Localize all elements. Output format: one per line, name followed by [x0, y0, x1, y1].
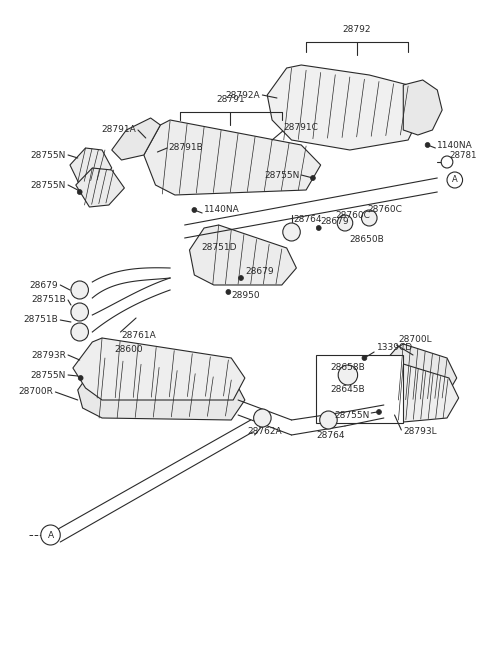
Text: 28793L: 28793L [403, 428, 437, 436]
Circle shape [71, 281, 88, 299]
Text: 28700R: 28700R [19, 388, 53, 396]
Circle shape [239, 276, 243, 280]
Polygon shape [78, 358, 245, 420]
Circle shape [71, 323, 88, 341]
Circle shape [362, 356, 367, 360]
Text: 28791C: 28791C [284, 124, 319, 132]
Text: 28791: 28791 [216, 96, 245, 105]
Text: 28679: 28679 [321, 217, 349, 227]
Circle shape [77, 189, 82, 195]
Text: 1140NA: 1140NA [204, 206, 240, 214]
Circle shape [377, 409, 382, 415]
Circle shape [71, 303, 88, 321]
Text: 28760C: 28760C [367, 206, 402, 214]
Text: 28755N: 28755N [31, 151, 66, 160]
Polygon shape [144, 120, 321, 195]
Circle shape [425, 143, 430, 147]
Circle shape [41, 525, 60, 545]
Text: 1140NA: 1140NA [437, 141, 473, 149]
Text: 28792: 28792 [342, 26, 371, 35]
Circle shape [192, 208, 197, 212]
Text: A: A [48, 531, 54, 540]
Text: 28760C: 28760C [335, 210, 370, 219]
Text: 28755N: 28755N [31, 371, 66, 379]
Text: 28751B: 28751B [24, 316, 58, 324]
Circle shape [338, 365, 358, 385]
Polygon shape [379, 344, 457, 402]
Polygon shape [190, 225, 296, 285]
Text: 28761A: 28761A [121, 331, 156, 339]
Text: 1339CD: 1339CD [377, 343, 413, 352]
Text: 28751D: 28751D [201, 244, 236, 252]
Circle shape [226, 290, 231, 295]
Polygon shape [267, 65, 423, 150]
Circle shape [447, 172, 463, 188]
Text: 28764: 28764 [316, 430, 345, 440]
Text: 28791A: 28791A [101, 126, 136, 134]
Text: 28650B: 28650B [350, 236, 384, 244]
Text: 28751B: 28751B [31, 295, 66, 305]
Text: 28764: 28764 [293, 215, 322, 225]
Text: 28950: 28950 [231, 291, 260, 299]
Text: 28679: 28679 [30, 280, 58, 290]
Circle shape [316, 225, 321, 231]
Polygon shape [73, 338, 245, 400]
Text: 28755N: 28755N [264, 170, 300, 179]
Text: 28762A: 28762A [248, 428, 282, 436]
Text: A: A [452, 176, 457, 185]
Text: 28755N: 28755N [334, 411, 369, 419]
Circle shape [78, 375, 83, 381]
Polygon shape [70, 148, 112, 185]
Circle shape [441, 156, 453, 168]
Polygon shape [403, 80, 442, 135]
Text: 28658B: 28658B [331, 364, 365, 373]
Text: 28679: 28679 [245, 267, 274, 276]
Polygon shape [76, 168, 124, 207]
Circle shape [320, 411, 337, 429]
Text: 28792A: 28792A [226, 90, 261, 100]
Text: 28645B: 28645B [331, 386, 365, 394]
Polygon shape [379, 364, 459, 422]
Text: 28755N: 28755N [31, 181, 66, 189]
Circle shape [337, 215, 353, 231]
Text: 28781: 28781 [449, 151, 477, 160]
Text: 28600: 28600 [115, 345, 144, 354]
Polygon shape [112, 118, 160, 160]
Circle shape [253, 409, 271, 427]
Circle shape [361, 210, 377, 226]
Bar [316, 355, 403, 423]
Circle shape [311, 176, 315, 181]
Text: 28791B: 28791B [168, 143, 203, 153]
Text: 28700L: 28700L [398, 335, 432, 345]
Text: 28793R: 28793R [31, 350, 66, 360]
Circle shape [283, 223, 300, 241]
